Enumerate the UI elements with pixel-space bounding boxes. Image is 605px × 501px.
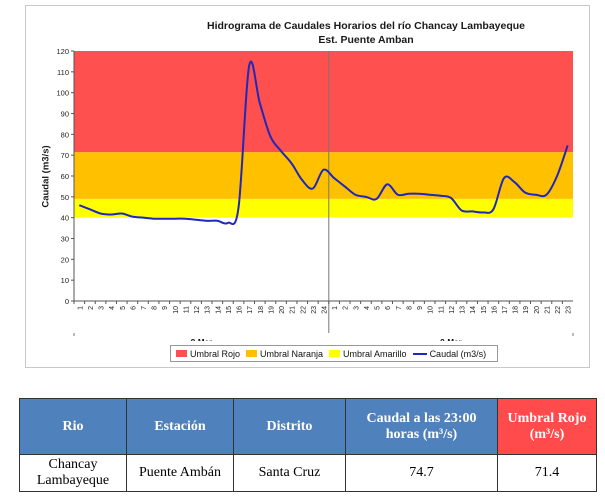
x-tick-label: 3: [99, 306, 106, 310]
y-tick-label: 90: [61, 110, 69, 119]
x-tick-label: 1: [332, 306, 339, 310]
x-tick-label: 18: [258, 306, 265, 314]
x-tick-label: 14: [470, 306, 477, 314]
chart-title: Hidrograma de Caudales Horarios del río …: [206, 20, 525, 32]
x-tick-label: 22: [555, 306, 562, 314]
x-tick-label: 16: [237, 306, 244, 314]
header-estacion: Estación: [126, 398, 234, 455]
y-tick-label: 50: [61, 193, 69, 202]
x-tick-label: 7: [141, 306, 148, 310]
legend-label-rojo: Umbral Rojo: [190, 348, 241, 359]
cell-rio: Chancay Lambayeque: [19, 454, 127, 492]
x-tick-label: 15: [226, 306, 233, 314]
day-label: 8-Mar: [191, 338, 212, 341]
legend-item-caudal: Caudal (m3/s): [412, 348, 487, 359]
legend-item-naranja: Umbral Naranja: [246, 349, 323, 359]
y-tick-label: 60: [61, 172, 69, 181]
cell-umbral: 71.4: [497, 454, 597, 492]
y-tick-label: 110: [57, 68, 69, 77]
x-tick-label: 12: [194, 306, 201, 314]
legend-swatch-rojo: [176, 350, 187, 357]
chart-legend: Umbral Rojo Umbral Naranja Umbral Amaril…: [170, 345, 498, 362]
y-tick-label: 120: [56, 47, 69, 56]
cell-caudal: 74.7: [345, 454, 498, 492]
x-tick-label: 8: [152, 306, 159, 310]
header-caudal: Caudal a las 23:00 horas (m³/s): [345, 398, 498, 455]
table-row: Chancay Lambayeque Puente Ambán Santa Cr…: [19, 454, 597, 492]
x-tick-label: 19: [523, 306, 530, 314]
x-tick-label: 4: [109, 306, 116, 310]
chart-subtitle: Est. Puente Amban: [318, 34, 414, 46]
y-tick-label: 100: [56, 89, 69, 98]
y-tick-label: 40: [61, 214, 69, 223]
legend-label-naranja: Umbral Naranja: [260, 348, 324, 359]
legend-label-caudal: Caudal (m3/s): [429, 348, 487, 359]
cell-estacion: Puente Ambán: [126, 454, 234, 492]
threshold-band-2: [74, 152, 573, 199]
x-tick-label: 9: [162, 306, 169, 310]
table-header-row: Rio Estación Distrito Caudal a las 23:00…: [19, 398, 597, 455]
x-tick-label: 1: [77, 306, 84, 310]
x-tick-label: 13: [460, 306, 467, 314]
legend-swatch-caudal: [412, 352, 427, 355]
x-tick-label: 17: [247, 306, 254, 314]
x-tick-label: 8: [406, 306, 413, 310]
y-tick-label: 20: [61, 255, 69, 264]
y-tick-label: 10: [61, 276, 69, 285]
header-distrito: Distrito: [233, 398, 346, 455]
header-umbral-rojo: Umbral Rojo (m³/s): [497, 398, 597, 455]
cell-distrito: Santa Cruz: [233, 454, 346, 492]
threshold-band-3: [74, 198, 573, 218]
x-tick-label: 10: [428, 306, 435, 314]
x-tick-label: 13: [205, 306, 212, 314]
x-tick-label: 18: [513, 306, 520, 314]
x-tick-label: 11: [183, 306, 190, 313]
x-tick-label: 3: [353, 306, 360, 310]
caudal-series-line: [78, 60, 569, 226]
x-tick-label: 7: [396, 306, 403, 310]
y-tick-label: 70: [61, 151, 69, 160]
x-tick-label: 23: [566, 306, 573, 314]
x-tick-label: 16: [491, 306, 498, 314]
legend-swatch-naranja: [246, 350, 258, 357]
header-rio: Rio: [19, 398, 127, 455]
y-tick-label: 80: [61, 130, 69, 139]
legend-item-rojo: Umbral Rojo: [176, 349, 240, 359]
x-tick-label: 20: [534, 306, 541, 314]
x-tick-label: 12: [449, 306, 456, 314]
x-tick-label: 5: [375, 306, 382, 310]
x-tick-label: 4: [364, 306, 371, 310]
x-tick-label: 2: [343, 306, 350, 310]
x-tick-label: 20: [279, 306, 286, 314]
legend-label-amarillo: Umbral Amarillo: [343, 348, 407, 359]
y-tick-label: 30: [61, 235, 69, 244]
x-tick-label: 2: [88, 306, 95, 310]
x-tick-label: 21: [544, 306, 551, 314]
x-tick-label: 6: [385, 306, 392, 310]
x-tick-label: 9: [417, 306, 424, 310]
x-tick-label: 21: [290, 306, 297, 314]
x-tick-label: 23: [311, 306, 318, 314]
x-tick-label: 6: [130, 306, 137, 310]
x-tick-label: 10: [173, 306, 180, 314]
x-tick-label: 5: [120, 306, 127, 310]
legend-item-amarillo: Umbral Amarillo: [329, 349, 407, 359]
x-tick-label: 11: [438, 306, 445, 313]
day-label: 9-Mar: [440, 338, 461, 341]
legend-swatch-amarillo: [329, 350, 341, 357]
y-tick-label: 0: [65, 297, 69, 306]
hydrograph-chart: Hidrograma de Caudales Horarios del río …: [25, 5, 590, 368]
x-tick-label: 15: [481, 306, 488, 314]
threshold-band-1: [74, 51, 573, 153]
x-tick-label: 22: [300, 306, 307, 314]
x-tick-label: 24: [322, 306, 329, 314]
flow-summary-table: Rio Estación Distrito Caudal a las 23:00…: [19, 398, 597, 492]
x-tick-label: 14: [215, 306, 222, 314]
x-tick-label: 17: [502, 306, 509, 314]
x-tick-label: 19: [268, 306, 275, 314]
